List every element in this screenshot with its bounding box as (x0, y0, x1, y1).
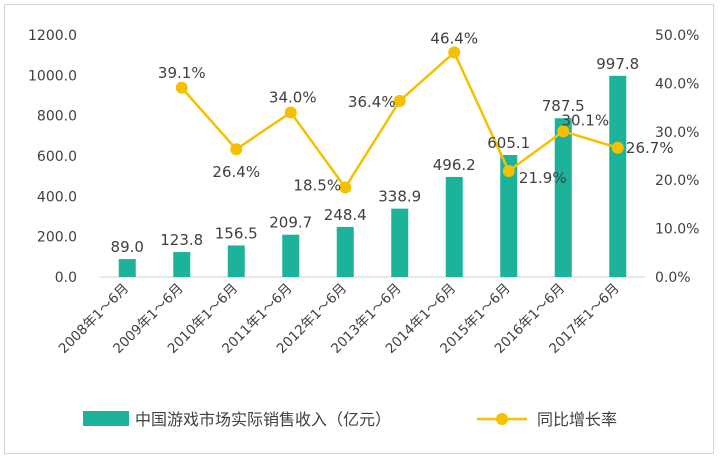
bar-value-label: 787.5 (542, 97, 585, 115)
growth-value-label: 46.4% (430, 29, 478, 47)
bar (336, 226, 354, 277)
left-tick-label: 1000.0 (28, 68, 77, 84)
legend-line-marker (496, 413, 508, 425)
left-tick-label: 1200.0 (28, 28, 77, 44)
left-tick-label: 200.0 (37, 230, 77, 246)
chart-frame: 0.0 200.0 400.0 600.0 800.0 1000.0 1200.0 0.0%… (4, 4, 714, 454)
legend-line-label: 同比增长率 (537, 410, 617, 429)
growth-point (230, 143, 243, 156)
left-tick-label: 600.0 (37, 149, 77, 165)
growth-point (284, 106, 297, 119)
bar-value-label: 248.4 (324, 206, 367, 224)
combo-chart: 0.0 200.0 400.0 600.0 800.0 1000.0 1200.0 0.0%… (28, 28, 699, 429)
bar-value-label: 997.8 (596, 55, 639, 73)
right-axis-ticks: 0.0% 10.0% 20.0% 30.0% 40.0% 50.0% (655, 28, 699, 286)
bar (391, 208, 409, 277)
bar-value-label: 123.8 (160, 231, 203, 249)
growth-point (557, 125, 570, 138)
right-tick-label: 50.0% (655, 28, 699, 44)
growth-value-label: 18.5% (293, 176, 341, 194)
bar (173, 252, 191, 277)
growth-value-label: 26.7% (626, 139, 674, 157)
line-data-labels: 39.1% 26.4% 34.0% 18.5% 36.4% 46.4% 21.9% 30.1%… (158, 29, 674, 194)
left-tick-label: 400.0 (37, 189, 77, 205)
right-tick-label: 40.0% (655, 76, 699, 92)
growth-point (175, 81, 188, 94)
growth-value-label: 30.1% (561, 111, 609, 129)
bar (445, 176, 463, 277)
bar-data-labels: 89.0 123.8 156.5 209.7 248.4 338.9 496.2 605.1 7… (111, 55, 640, 256)
right-tick-label: 30.0% (655, 125, 699, 141)
growth-point (339, 181, 352, 194)
legend-bar-label: 中国游戏市场实际销售收入（亿元） (135, 410, 391, 429)
bar (500, 154, 518, 277)
growth-point (502, 165, 515, 178)
growth-point (448, 46, 461, 59)
bar-value-label: 156.5 (215, 224, 258, 242)
left-axis-ticks: 0.0 200.0 400.0 600.0 800.0 1000.0 1200.0 (28, 28, 77, 286)
line-series (175, 46, 624, 194)
left-tick-label: 800.0 (37, 109, 77, 125)
bar (554, 118, 572, 277)
growth-point (393, 94, 406, 107)
bar-series (118, 75, 627, 277)
x-axis-ticks: 2008年1～6月2009年1～6月2010年1～6月2011年1～6月2012… (56, 281, 623, 357)
growth-value-label: 36.4% (348, 93, 396, 111)
legend-bar-swatch (83, 411, 129, 426)
bar (227, 245, 245, 277)
bar-value-label: 209.7 (269, 214, 312, 232)
bar-value-label: 338.9 (378, 188, 421, 206)
bar-value-label: 496.2 (433, 156, 476, 174)
growth-value-label: 39.1% (158, 64, 206, 82)
left-tick-label: 0.0 (55, 270, 77, 286)
growth-value-label: 21.9% (519, 169, 567, 187)
growth-value-label: 34.0% (269, 88, 317, 106)
right-tick-label: 20.0% (655, 173, 699, 189)
legend: 中国游戏市场实际销售收入（亿元） 同比增长率 (83, 410, 617, 429)
bar (609, 75, 627, 277)
growth-value-label: 26.4% (212, 163, 260, 181)
bar (282, 234, 300, 277)
bar-value-label: 605.1 (487, 134, 530, 152)
growth-point (611, 141, 624, 154)
bar (118, 259, 136, 277)
right-tick-label: 0.0% (655, 270, 691, 286)
bar-value-label: 89.0 (111, 238, 144, 256)
right-tick-label: 10.0% (655, 222, 699, 238)
